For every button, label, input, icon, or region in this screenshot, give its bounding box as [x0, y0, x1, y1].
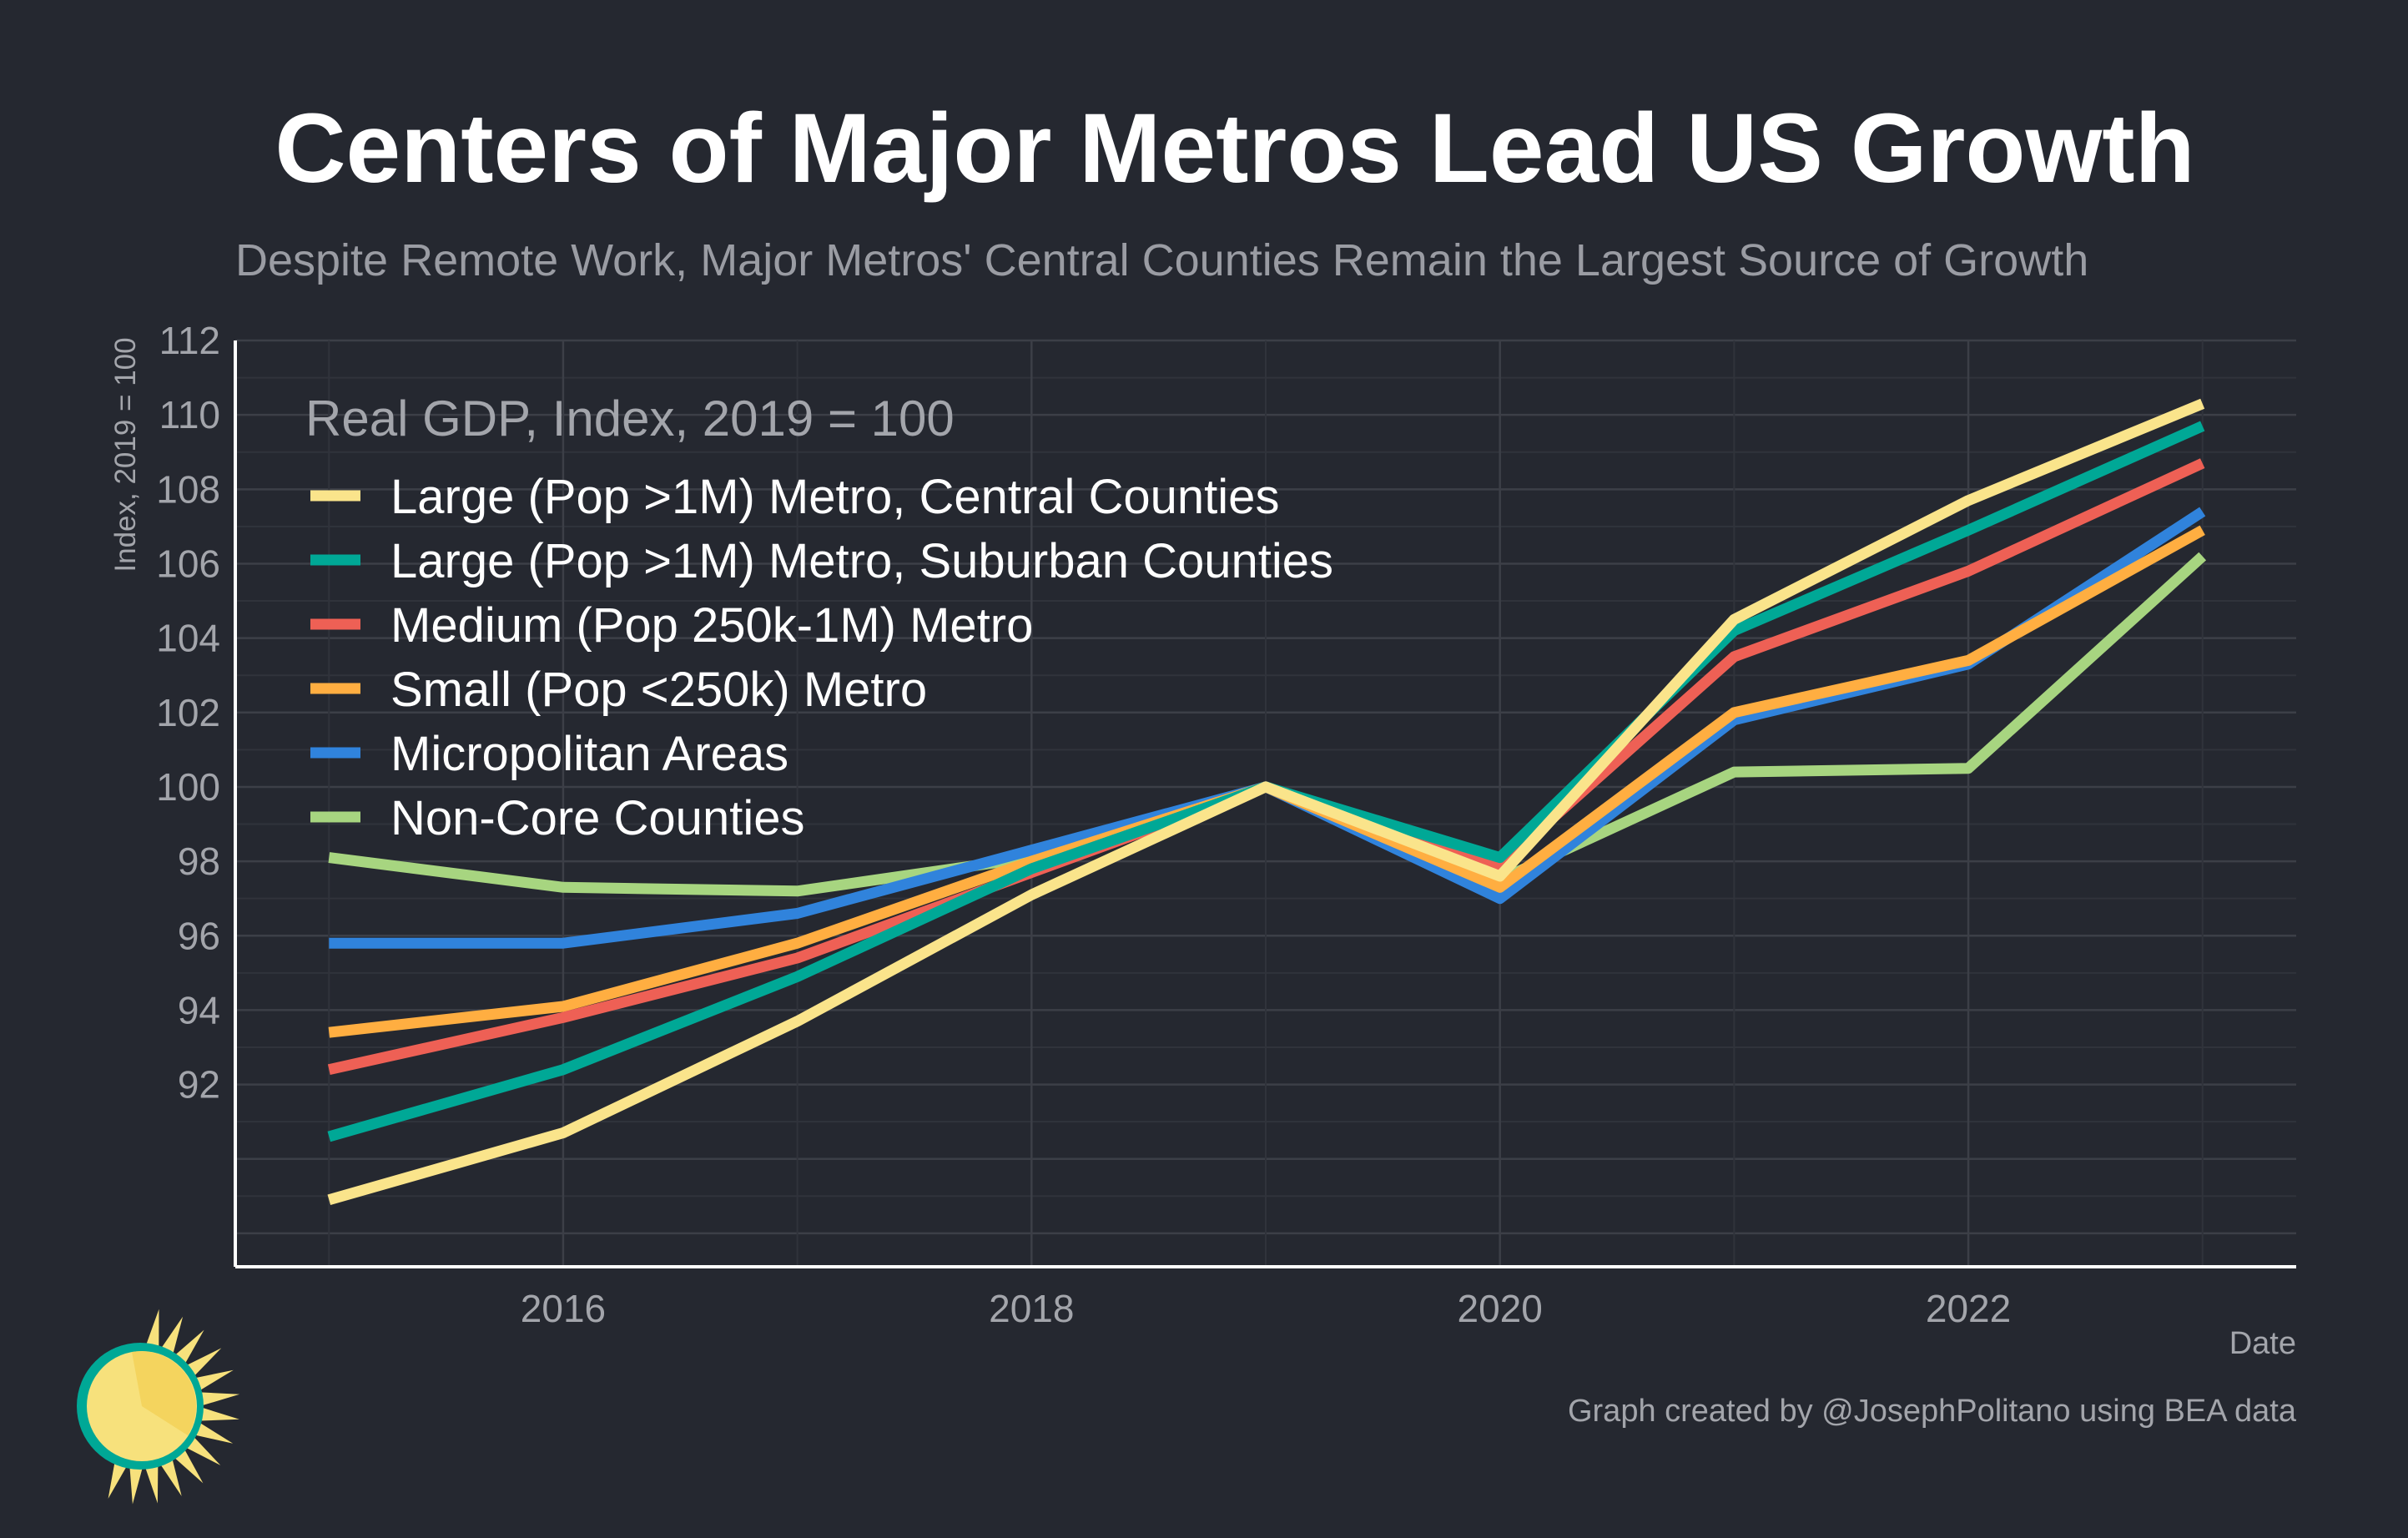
y-tick-label: 102 — [156, 691, 220, 734]
sun-icon — [77, 1309, 240, 1505]
y-tick-label: 100 — [156, 765, 220, 809]
y-tick-label: 104 — [156, 617, 220, 660]
legend-label: Large (Pop >1M) Metro, Suburban Counties — [390, 534, 1333, 588]
x-tick-label: 2018 — [989, 1287, 1074, 1330]
y-tick-label: 92 — [178, 1063, 220, 1107]
y-tick-labels: 92 94 96 98 100 102 104 106 108 110 112 — [156, 319, 220, 1107]
legend-item: Medium (Pop 250k-1M) Metro — [310, 598, 1033, 653]
x-axis-label: Date — [2229, 1326, 2296, 1361]
legend-label: Medium (Pop 250k-1M) Metro — [390, 598, 1033, 653]
legend-items: Large (Pop >1M) Metro, Central Counties L… — [310, 470, 1333, 845]
series-line — [327, 398, 2205, 1206]
y-axis-label: Index, 2019 = 100 — [109, 337, 142, 572]
legend: Real GDP, Index, 2019 = 100 Large (Pop >… — [305, 391, 1333, 845]
legend-label: Small (Pop <250k) Metro — [390, 663, 927, 717]
x-tick-label: 2022 — [1926, 1287, 2011, 1330]
caption: Graph created by @JosephPolitano using B… — [1568, 1394, 2297, 1429]
y-tick-label: 112 — [159, 319, 220, 362]
legend-item: Small (Pop <250k) Metro — [310, 663, 927, 717]
y-tick-label: 94 — [178, 988, 220, 1031]
legend-label: Micropolitan Areas — [390, 727, 788, 781]
legend-title: Real GDP, Index, 2019 = 100 — [305, 391, 955, 446]
legend-label: Non-Core Counties — [390, 791, 804, 845]
legend-item: Non-Core Counties — [310, 791, 804, 845]
legend-item: Large (Pop >1M) Metro, Suburban Counties — [310, 534, 1333, 588]
x-tick-labels: 2016 2018 2020 2022 — [521, 1287, 2011, 1330]
legend-label: Large (Pop >1M) Metro, Central Counties — [390, 470, 1279, 524]
chart-title: Centers of Major Metros Lead US Growth — [275, 93, 2194, 204]
y-tick-label: 98 — [178, 840, 220, 883]
sun-shade — [132, 1351, 196, 1435]
y-tick-label: 96 — [178, 914, 220, 957]
legend-item: Large (Pop >1M) Metro, Central Counties — [310, 470, 1279, 524]
series-layer — [327, 398, 2207, 1206]
x-tick-label: 2016 — [521, 1287, 606, 1330]
legend-item: Micropolitan Areas — [310, 727, 788, 781]
x-tick-label: 2020 — [1458, 1287, 1543, 1330]
chart-subtitle: Despite Remote Work, Major Metros' Centr… — [235, 235, 2088, 285]
y-tick-label: 110 — [159, 393, 220, 436]
y-tick-label: 106 — [156, 542, 220, 585]
y-tick-label: 108 — [156, 467, 220, 511]
